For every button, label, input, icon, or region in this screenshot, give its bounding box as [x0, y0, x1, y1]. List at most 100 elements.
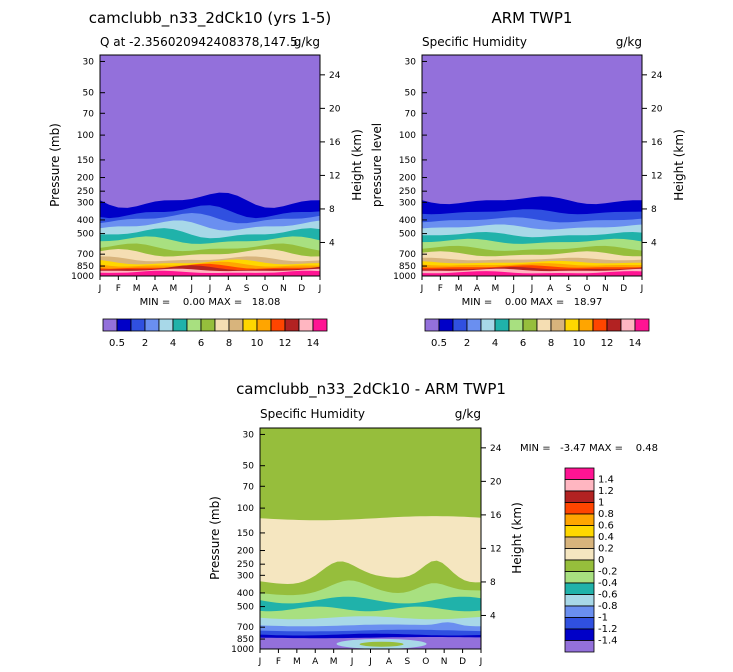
- month-tick-label: A: [386, 657, 393, 667]
- pressure-tick-label: 100: [77, 131, 94, 141]
- month-tick-label: A: [547, 284, 554, 294]
- panel-c-units: g/kg: [455, 407, 481, 421]
- pressure-tick-label: 200: [399, 174, 416, 184]
- colorbar-label: 14: [629, 338, 642, 349]
- panel-a-title: camclubb_n33_2dCk10 (yrs 1-5): [89, 9, 332, 28]
- pressure-tick-label: 300: [399, 198, 416, 208]
- colorbar-label: 0.6: [598, 521, 614, 532]
- colorbar-label: 8: [226, 338, 232, 349]
- month-tick-label: J: [258, 657, 262, 667]
- colorbar-label: 0: [598, 555, 604, 566]
- pressure-tick-label: 250: [77, 187, 94, 197]
- pressure-tick-label: 30: [243, 430, 255, 440]
- colorbar-swatch: [494, 318, 510, 332]
- month-tick-label: M: [491, 284, 499, 294]
- colorbar-label: -1: [598, 613, 608, 624]
- month-tick-label: A: [312, 657, 319, 667]
- month-tick-label: N: [602, 284, 609, 294]
- pressure-tick-label: 70: [405, 109, 417, 119]
- colorbar-label: 0.5: [109, 338, 125, 349]
- panel-b-title: ARM TWP1: [492, 9, 573, 27]
- panel-c-ylabel: Pressure (mb): [208, 496, 222, 580]
- colorbar-swatch: [564, 536, 595, 549]
- height-tick-label: 12: [651, 171, 662, 181]
- panel-b-plot-area: [422, 55, 642, 276]
- colorbar-label: 0.5: [431, 338, 447, 349]
- pressure-tick-label: 30: [83, 57, 95, 67]
- colorbar-label: 0.2: [598, 544, 614, 555]
- colorbar-swatch: [564, 513, 595, 526]
- colorbar-swatch: [438, 318, 454, 332]
- colorbar-swatch: [550, 318, 566, 332]
- pressure-tick-label: 100: [237, 504, 254, 514]
- colorbar-swatch: [424, 318, 440, 332]
- month-tick-label: F: [276, 657, 281, 667]
- month-tick-label: N: [441, 657, 448, 667]
- height-tick-label: 4: [490, 611, 496, 621]
- panel-b-subtitle: Specific Humidity: [422, 35, 527, 49]
- panel-c-ylabel-right: Height (km): [510, 502, 524, 573]
- panel-a-height-axis: 24 20 16 12 8 4: [320, 71, 341, 248]
- colorbar-swatch: [312, 318, 328, 332]
- panel-c-plot-area: [260, 428, 481, 649]
- panel-a-colorbar: 0.5 2 4 6 8 10 12 14: [102, 318, 328, 349]
- pressure-tick-label: 250: [237, 560, 254, 570]
- colorbar-swatch: [130, 318, 146, 332]
- colorbar-label: 2: [464, 338, 470, 349]
- colorbar-swatch: [508, 318, 524, 332]
- panel-obs-q: ARM TWP1 Specific Humidity g/kg 30 50 70 10…: [370, 9, 686, 349]
- colorbar-swatch: [284, 318, 300, 332]
- height-tick-label: 16: [329, 138, 341, 148]
- pressure-tick-label: 500: [399, 230, 416, 240]
- colorbar-swatch: [564, 559, 595, 572]
- month-tick-label: A: [152, 284, 159, 294]
- panel-c-height-axis: 24 20 16 12 8 4: [481, 444, 502, 621]
- month-tick-label: A: [474, 284, 481, 294]
- colorbar-swatch: [564, 617, 595, 630]
- pressure-tick-label: 50: [83, 89, 95, 99]
- pressure-tick-label: 500: [77, 230, 94, 240]
- month-tick-label: D: [298, 284, 305, 294]
- height-tick-label: 12: [329, 171, 340, 181]
- pressure-tick-label: 50: [405, 89, 417, 99]
- colorbar-swatch: [578, 318, 594, 332]
- month-tick-label: J: [511, 284, 515, 294]
- colorbar-swatch: [116, 318, 132, 332]
- month-tick-label: A: [225, 284, 232, 294]
- pressure-tick-label: 150: [399, 156, 416, 166]
- height-tick-label: 24: [329, 71, 341, 81]
- pressure-tick-label: 100: [399, 131, 416, 141]
- month-tick-label: S: [566, 284, 572, 294]
- month-tick-label: O: [583, 284, 590, 294]
- month-tick-label: J: [479, 657, 483, 667]
- month-tick-label: S: [244, 284, 250, 294]
- colorbar-label: 6: [198, 338, 204, 349]
- colorbar-label: 14: [307, 338, 320, 349]
- month-tick-label: J: [208, 284, 212, 294]
- panel-b-stats: MIN = 0.00 MAX = 18.97: [462, 297, 603, 308]
- month-tick-label: M: [293, 657, 301, 667]
- colorbar-swatch: [564, 318, 580, 332]
- month-tick-label: J: [420, 284, 424, 294]
- panel-b-height-axis: 24 20 16 12 8 4: [642, 71, 663, 248]
- height-tick-label: 12: [490, 544, 501, 554]
- pressure-tick-label: 300: [77, 198, 94, 208]
- pressure-tick-label: 50: [243, 462, 255, 472]
- colorbar-label: 10: [573, 338, 586, 349]
- panel-a-ylabel: Pressure (mb): [48, 123, 62, 207]
- colorbar-swatch: [592, 318, 608, 332]
- colorbar-swatch: [452, 318, 468, 332]
- month-tick-label: F: [116, 284, 121, 294]
- pressure-tick-label: 200: [77, 174, 94, 184]
- height-tick-label: 20: [490, 477, 502, 487]
- colorbar-swatch: [466, 318, 482, 332]
- pressure-tick-label: 850: [237, 635, 254, 645]
- colorbar-swatch: [522, 318, 538, 332]
- height-tick-label: 4: [329, 238, 335, 248]
- colorbar-swatch: [214, 318, 230, 332]
- colorbar-label: -0.2: [598, 567, 618, 578]
